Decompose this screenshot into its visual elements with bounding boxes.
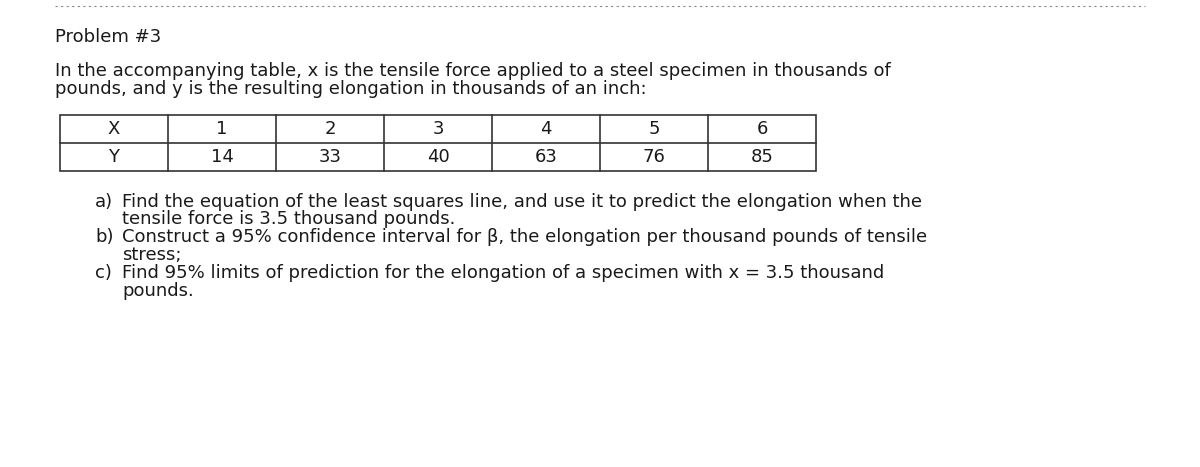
Text: stress;: stress;	[122, 246, 181, 264]
Text: 63: 63	[534, 148, 558, 166]
Text: Y: Y	[108, 148, 120, 166]
Text: a): a)	[95, 193, 113, 211]
Text: Construct a 95% confidence interval for β, the elongation per thousand pounds of: Construct a 95% confidence interval for …	[122, 228, 928, 246]
Text: 85: 85	[750, 148, 774, 166]
Text: 5: 5	[648, 120, 660, 138]
Text: 4: 4	[540, 120, 552, 138]
Text: pounds.: pounds.	[122, 282, 193, 300]
Text: In the accompanying table, x is the tensile force applied to a steel specimen in: In the accompanying table, x is the tens…	[55, 62, 890, 80]
Text: 1: 1	[216, 120, 228, 138]
Text: 3: 3	[432, 120, 444, 138]
Text: 2: 2	[324, 120, 336, 138]
Text: 76: 76	[642, 148, 666, 166]
Text: c): c)	[95, 264, 112, 282]
Text: 40: 40	[427, 148, 449, 166]
Text: Find the equation of the least squares line, and use it to predict the elongatio: Find the equation of the least squares l…	[122, 193, 922, 211]
Text: tensile force is 3.5 thousand pounds.: tensile force is 3.5 thousand pounds.	[122, 210, 455, 228]
Text: Find 95% limits of prediction for the elongation of a specimen with x = 3.5 thou: Find 95% limits of prediction for the el…	[122, 264, 884, 282]
Text: 6: 6	[756, 120, 768, 138]
Text: X: X	[108, 120, 120, 138]
Text: b): b)	[95, 228, 114, 246]
Text: pounds, and y is the resulting elongation in thousands of an inch:: pounds, and y is the resulting elongatio…	[55, 80, 647, 98]
Bar	[60, 115, 816, 171]
Text: 14: 14	[210, 148, 234, 166]
Text: 33: 33	[318, 148, 342, 166]
Text: Problem #3: Problem #3	[55, 28, 161, 46]
